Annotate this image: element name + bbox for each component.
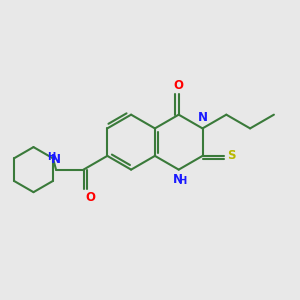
Text: N: N (51, 153, 61, 166)
Text: N: N (197, 112, 208, 124)
Text: H: H (178, 176, 187, 187)
Text: N: N (173, 172, 183, 186)
Text: S: S (227, 149, 236, 162)
Text: O: O (174, 79, 184, 92)
Text: H: H (47, 152, 55, 162)
Text: O: O (85, 191, 95, 204)
